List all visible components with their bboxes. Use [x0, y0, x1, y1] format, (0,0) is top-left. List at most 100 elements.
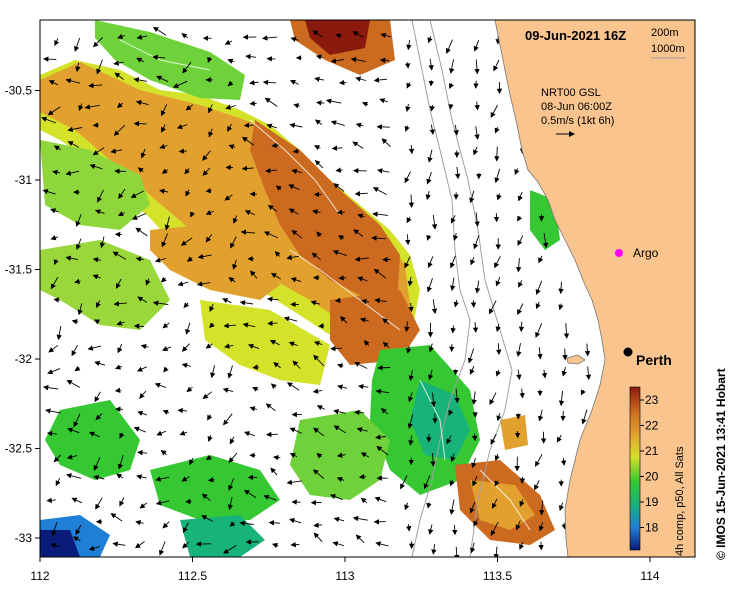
- current-vector: [131, 213, 147, 220]
- current-vector: [268, 520, 281, 526]
- current-vector: [535, 301, 541, 310]
- current-vector: [427, 149, 433, 163]
- current-vector: [43, 56, 57, 62]
- current-vector: [185, 498, 192, 505]
- current-vector: [289, 453, 298, 458]
- current-vector: [227, 123, 233, 132]
- current-vector: [538, 522, 544, 532]
- current-vector: [358, 383, 369, 390]
- current-vector: [445, 39, 454, 54]
- current-vector: [270, 467, 278, 476]
- current-vector: [172, 80, 188, 88]
- current-vector: [55, 478, 61, 487]
- current-vector: [154, 257, 167, 263]
- y-tick-label: -32: [15, 352, 33, 366]
- current-vector: [336, 209, 345, 215]
- current-vector: [453, 299, 459, 308]
- current-vector: [514, 168, 520, 176]
- current-vector: [207, 435, 213, 442]
- current-vector: [114, 72, 124, 80]
- current-vector: [315, 54, 323, 60]
- current-vector: [404, 171, 411, 184]
- current-vector: [228, 144, 235, 150]
- current-vector: [182, 541, 189, 549]
- current-vector: [358, 473, 367, 480]
- current-vector: [176, 123, 188, 130]
- current-vector: [408, 302, 414, 313]
- current-vector: [495, 369, 501, 377]
- current-vector: [333, 409, 346, 415]
- current-vector: [135, 100, 149, 106]
- current-vector: [133, 426, 146, 433]
- current-vector: [429, 104, 435, 112]
- current-vector: [288, 341, 298, 347]
- current-vector: [469, 190, 475, 204]
- current-vector: [53, 297, 60, 303]
- current-vector: [65, 170, 80, 176]
- current-vector: [519, 388, 525, 399]
- current-vector: [181, 476, 190, 482]
- current-vector: [293, 103, 300, 109]
- current-vector: [117, 211, 125, 216]
- current-vector: [488, 300, 497, 315]
- current-vector: [242, 322, 256, 328]
- current-vector: [449, 480, 455, 487]
- current-vector: [357, 276, 368, 282]
- current-vector: [471, 391, 477, 405]
- current-vector: [182, 61, 192, 74]
- current-vector: [94, 391, 101, 403]
- perth-label: Perth: [636, 352, 672, 368]
- current-vector: [208, 128, 214, 138]
- current-vector: [517, 215, 523, 222]
- current-vector: [241, 165, 254, 172]
- current-vector: [180, 237, 193, 246]
- contour-1000m: [411, 20, 471, 557]
- current-vector: [494, 146, 500, 162]
- current-vector: [53, 145, 62, 151]
- current-vector: [584, 343, 591, 357]
- current-vector: [474, 59, 480, 75]
- current-vector: [473, 235, 480, 250]
- current-vector: [408, 370, 414, 382]
- current-vector: [229, 436, 235, 445]
- current-vector: [453, 124, 459, 136]
- current-vector: [329, 494, 343, 501]
- current-vector: [494, 453, 500, 462]
- current-vector: [372, 187, 387, 195]
- current-vector: [139, 502, 148, 509]
- current-vector: [337, 363, 344, 369]
- current-vector: [136, 474, 147, 480]
- current-vector: [140, 343, 149, 350]
- current-vector: [152, 54, 166, 60]
- current-vector: [289, 518, 302, 524]
- current-vector: [110, 513, 123, 522]
- current-vector: [262, 79, 277, 86]
- current-vector: [352, 515, 368, 522]
- current-vector: [77, 303, 83, 316]
- current-vector: [266, 431, 278, 438]
- current-vector: [244, 210, 255, 216]
- current-vector: [189, 457, 195, 466]
- y-axis: -30.5 -31 -31.5 -32 -32.5 -33: [5, 84, 40, 545]
- current-vector: [561, 366, 567, 377]
- current-vector: [450, 453, 456, 463]
- current-vector: [162, 346, 172, 352]
- current-vector: [361, 101, 369, 107]
- current-vector: [491, 498, 498, 509]
- places: Argo Perth: [615, 246, 672, 368]
- current-vector: [205, 454, 212, 460]
- plot-frame: [39, 19, 696, 558]
- current-source: NRT00 GSL: [541, 87, 601, 99]
- current-vector: [514, 430, 521, 439]
- current-vector: [330, 58, 344, 64]
- current-vector: [558, 502, 565, 512]
- current-vector: [114, 387, 122, 394]
- current-vector: [496, 413, 502, 422]
- current-vector: [202, 167, 211, 176]
- current-vector: [75, 214, 82, 227]
- current-vector: [330, 120, 345, 127]
- current-vector: [429, 124, 435, 135]
- plot-area: [40, 20, 695, 557]
- current-vector: [316, 100, 325, 106]
